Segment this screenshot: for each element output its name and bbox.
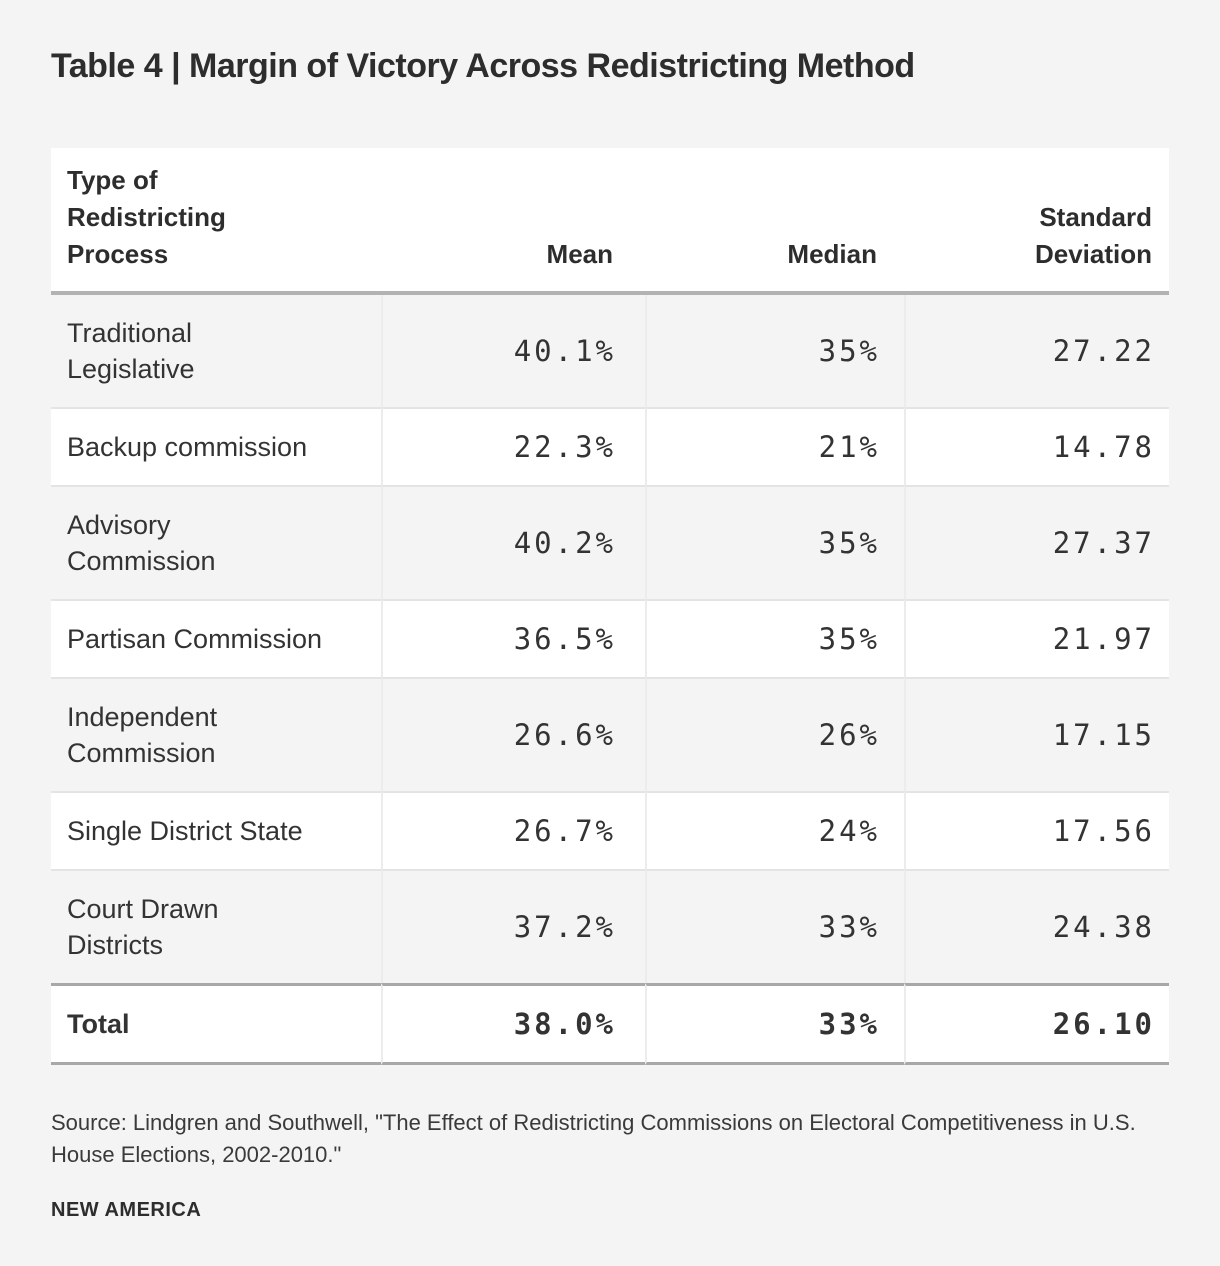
margin-of-victory-table: Type of Redistricting Process Mean Media…: [51, 148, 1169, 1065]
row-mean: 22.3%: [381, 407, 645, 485]
table-row: Court Drawn Districts 37.2% 33% 24.38: [51, 869, 1169, 983]
header-median: Median: [645, 148, 904, 295]
table-row: Single District State 26.7% 24% 17.56: [51, 791, 1169, 869]
row-label: Advisory Commission: [51, 485, 381, 599]
table-row: Advisory Commission 40.2% 35% 27.37: [51, 485, 1169, 599]
total-std: 26.10: [904, 983, 1169, 1065]
row-label: Court Drawn Districts: [51, 869, 381, 983]
row-mean: 26.6%: [381, 677, 645, 791]
row-std: 21.97: [904, 599, 1169, 677]
page-title: Table 4 | Margin of Victory Across Redis…: [51, 47, 915, 85]
header-mean: Mean: [381, 148, 645, 295]
table-body: Traditional Legislative 40.1% 35% 27.22 B…: [51, 295, 1169, 983]
row-std: 14.78: [904, 407, 1169, 485]
header-line: Process: [67, 239, 169, 269]
total-label: Total: [51, 983, 381, 1065]
table-row: Backup commission 22.3% 21% 14.78: [51, 407, 1169, 485]
source-note: Source: Lindgren and Southwell, "The Eff…: [51, 1110, 1136, 1167]
row-median: 35%: [645, 485, 904, 599]
row-std: 27.22: [904, 295, 1169, 407]
row-label: Single District State: [51, 791, 381, 869]
row-mean: 36.5%: [381, 599, 645, 677]
row-median: 24%: [645, 791, 904, 869]
table-row: Independent Commission 26.6% 26% 17.15: [51, 677, 1169, 791]
row-label: Independent Commission: [51, 677, 381, 791]
row-std: 24.38: [904, 869, 1169, 983]
row-mean: 26.7%: [381, 791, 645, 869]
table-header: Type of Redistricting Process Mean Media…: [51, 148, 1169, 295]
row-label: Backup commission: [51, 407, 381, 485]
total-row: Total 38.0% 33% 26.10: [51, 983, 1169, 1065]
row-label: Traditional Legislative: [51, 295, 381, 407]
row-mean: 37.2%: [381, 869, 645, 983]
page: Table 4 | Margin of Victory Across Redis…: [51, 47, 1169, 1221]
row-mean: 40.1%: [381, 295, 645, 407]
total-median: 33%: [645, 983, 904, 1065]
table-row: Partisan Commission 36.5% 35% 21.97: [51, 599, 1169, 677]
row-std: 17.15: [904, 677, 1169, 791]
row-label: Partisan Commission: [51, 599, 381, 677]
row-std: 17.56: [904, 791, 1169, 869]
header-line: Type of: [67, 165, 158, 195]
new-america-logo: NEW AMERICA: [51, 1199, 202, 1221]
row-median: 33%: [645, 869, 904, 983]
row-mean: 40.2%: [381, 485, 645, 599]
total-mean: 38.0%: [381, 983, 645, 1065]
header-line: Deviation: [1034, 239, 1152, 269]
header-standard-deviation: Standard Deviation: [904, 148, 1169, 295]
row-median: 21%: [645, 407, 904, 485]
header-type-of-redistricting-process: Type of Redistricting Process: [51, 148, 381, 295]
row-median: 35%: [645, 295, 904, 407]
row-median: 26%: [645, 677, 904, 791]
header-line: Standard: [1039, 202, 1152, 232]
row-std: 27.37: [904, 485, 1169, 599]
header-line: Redistricting: [67, 202, 226, 232]
table-footer: Total 38.0% 33% 26.10: [51, 983, 1169, 1065]
row-median: 35%: [645, 599, 904, 677]
header-row: Type of Redistricting Process Mean Media…: [51, 148, 1169, 295]
table-row: Traditional Legislative 40.1% 35% 27.22: [51, 295, 1169, 407]
